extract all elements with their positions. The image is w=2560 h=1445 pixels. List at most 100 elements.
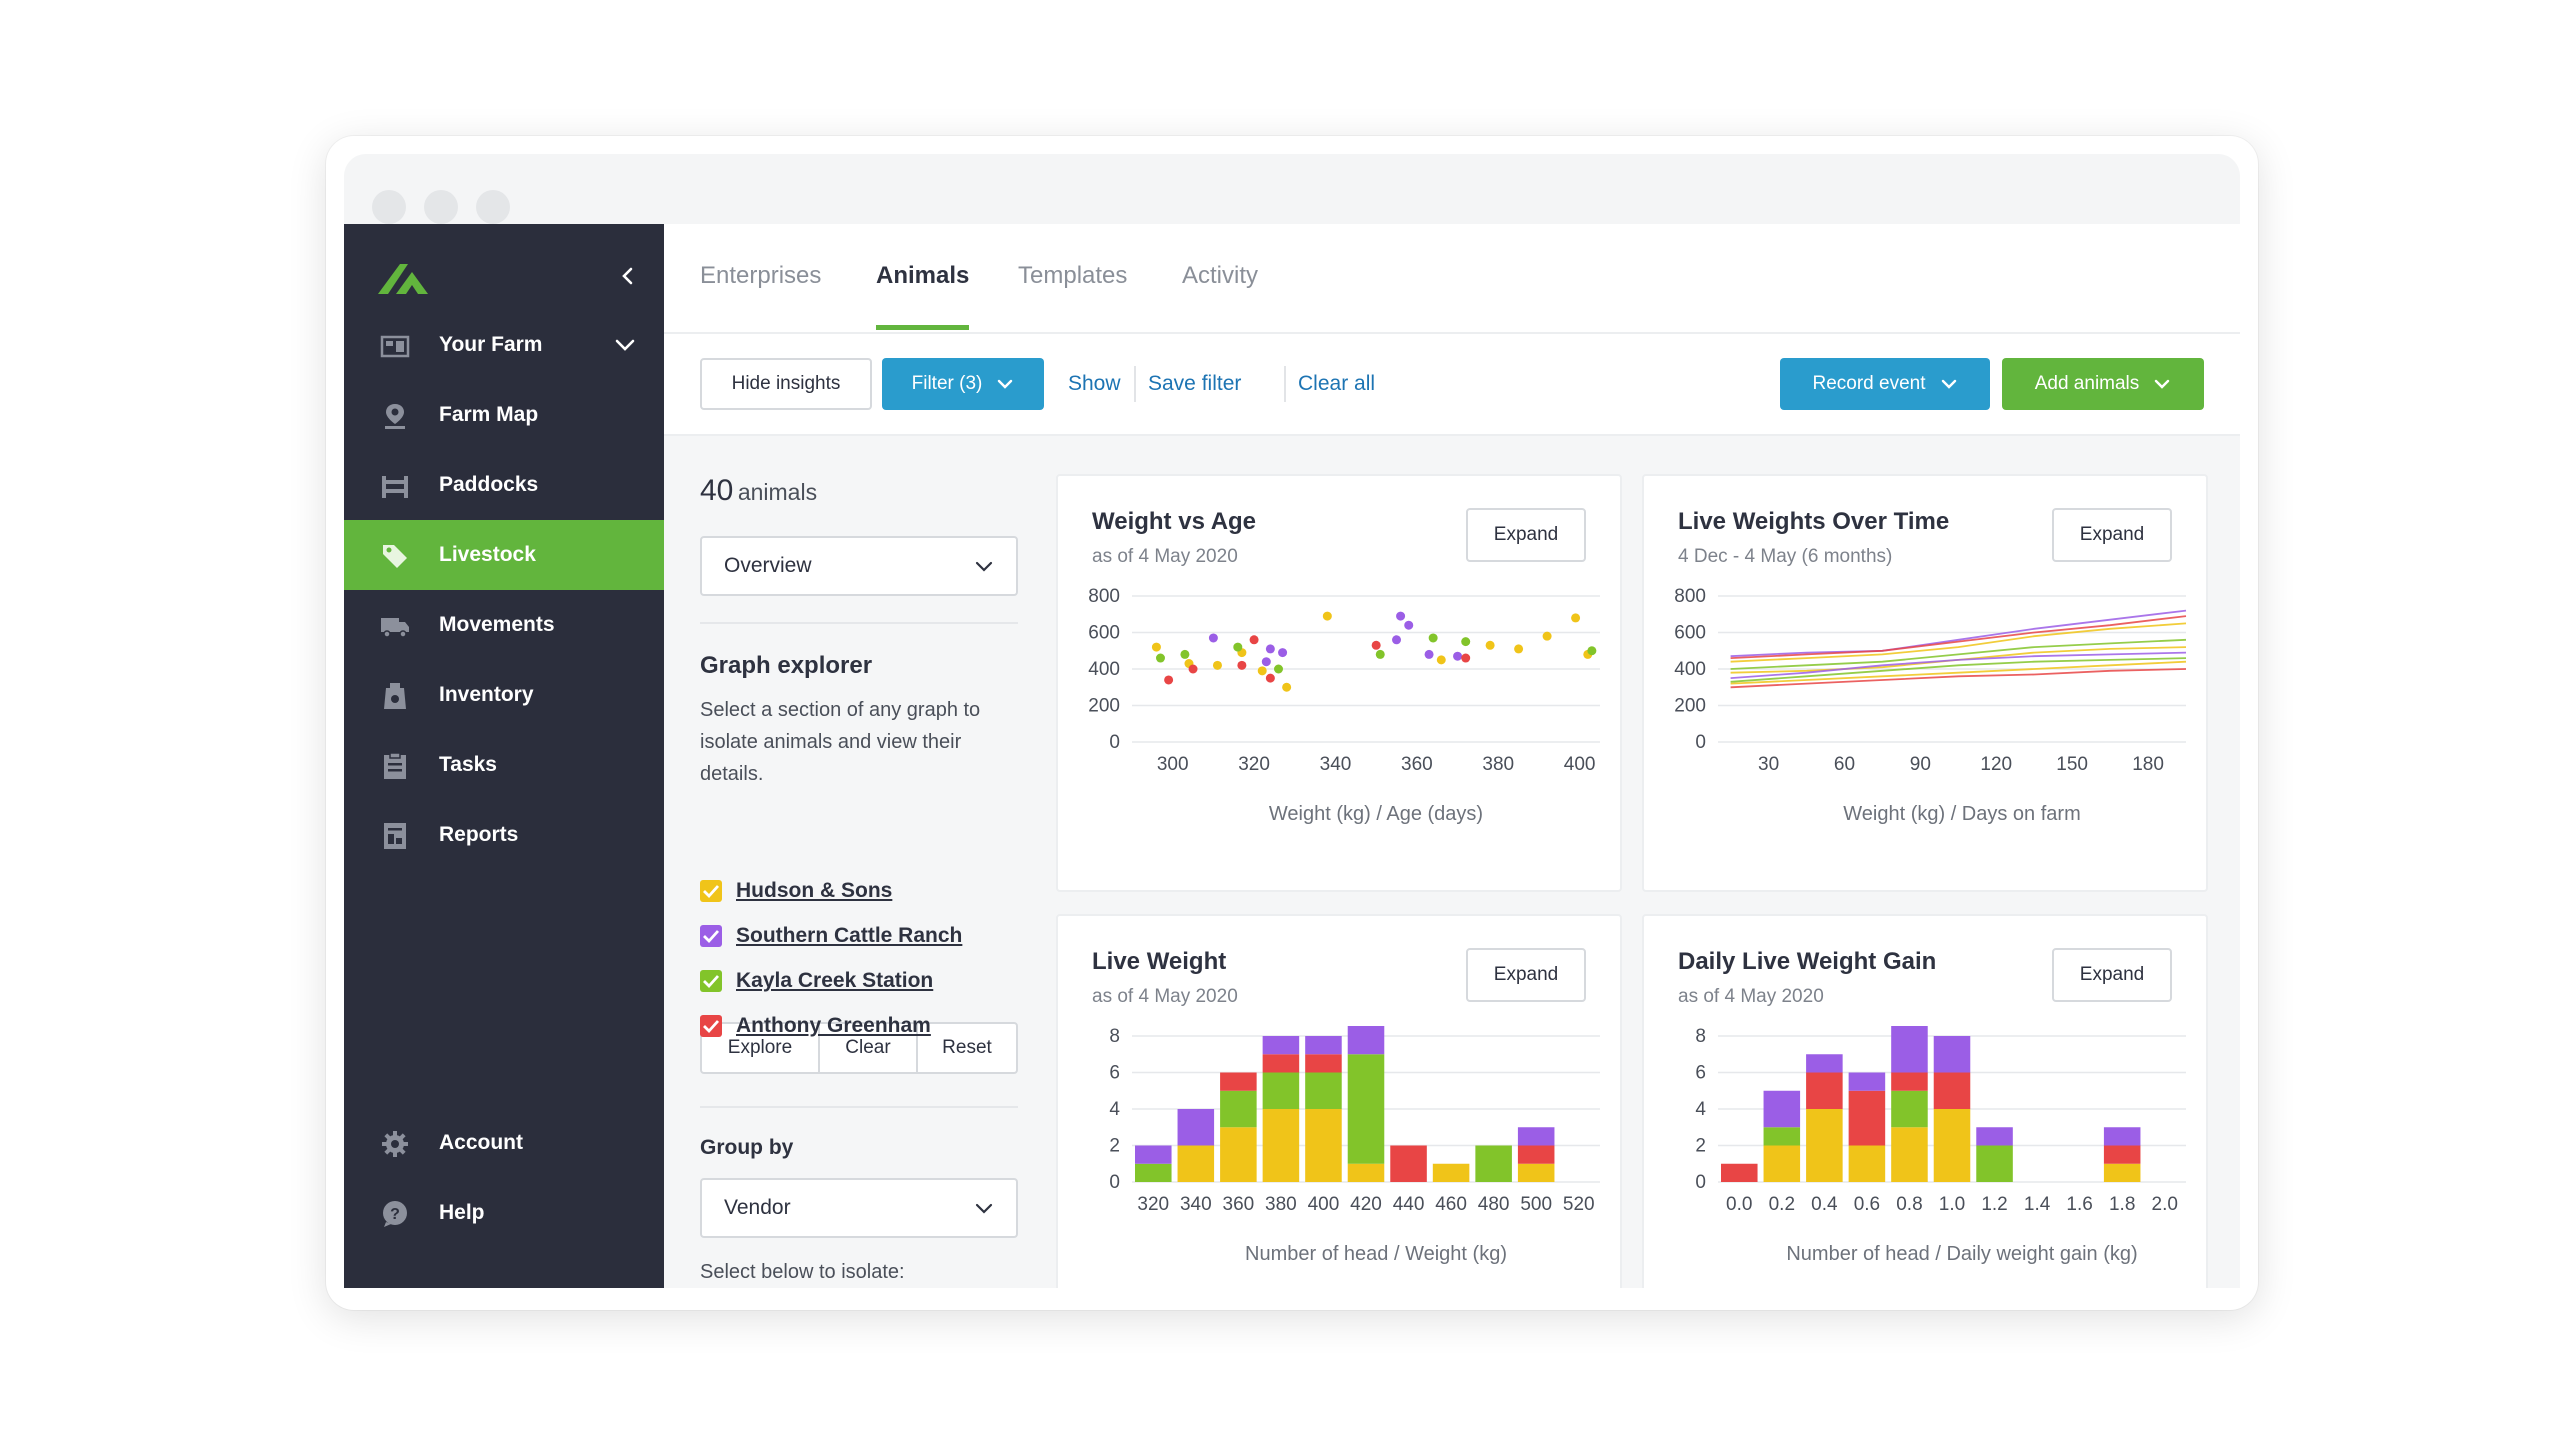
vendor-checkbox-southern-cattle-ranch[interactable]: Southern Cattle Ranch xyxy=(700,921,962,951)
graph-explorer-text: Select a section of any graph to isolate… xyxy=(700,699,981,785)
expand-button[interactable]: Expand xyxy=(1466,508,1586,562)
group-by-select[interactable]: Vendor xyxy=(700,1178,1018,1238)
hide-insights-button[interactable]: Hide insights xyxy=(700,358,872,410)
expand-button[interactable]: Expand xyxy=(2052,508,2172,562)
x-tick-label: 360 xyxy=(1401,754,1433,775)
daily-live-weight-gain-card: Daily Live Weight Gain as of 4 May 2020 … xyxy=(1642,914,2208,1288)
graph-explorer-title: Graph explorer xyxy=(700,652,873,679)
expand-label: Expand xyxy=(1493,964,1559,985)
sidebar-item-your-farm[interactable]: Your Farm xyxy=(344,310,664,380)
scatter-point xyxy=(1151,642,1161,652)
expand-button[interactable]: Expand xyxy=(1466,948,1586,1002)
scatter-point xyxy=(1371,640,1381,650)
y-tick-label: 600 xyxy=(1088,623,1120,644)
sidebar-item-label: Tasks xyxy=(439,753,497,776)
x-tick-label: 320 xyxy=(1137,1194,1169,1215)
view-select-value: Overview xyxy=(724,554,812,577)
tab-templates[interactable]: Templates xyxy=(1018,262,1128,289)
chevron-down-icon[interactable] xyxy=(614,336,636,354)
bar-segment xyxy=(2103,1127,2141,1146)
scatter-point xyxy=(1461,653,1471,663)
scatter-point xyxy=(1208,633,1218,643)
filter-button[interactable]: Filter (3) xyxy=(882,358,1044,410)
x-tick-label: 1.4 xyxy=(2024,1194,2051,1215)
sidebar-item-label: Movements xyxy=(439,613,555,636)
scatter-point xyxy=(1278,648,1288,658)
scatter-point xyxy=(1257,666,1267,676)
card-title: Daily Live Weight Gain xyxy=(1678,948,1937,975)
sidebar-item-help[interactable]: ? Help xyxy=(344,1178,664,1248)
series-line xyxy=(1730,638,2187,670)
window-maximize-dot[interactable] xyxy=(476,190,510,224)
chevron-down-icon xyxy=(975,561,993,572)
chevron-down-icon xyxy=(1941,379,1956,389)
scatter-point xyxy=(1155,653,1165,663)
daily-live-weight-gain-chart[interactable]: 0 2 4 6 8 0.0 0.2 0.4 0.6 0.8 1.0 1.2 1.4 1.6 1.8 2.0 Nu… xyxy=(1644,1026,2208,1288)
explore-label: Explore xyxy=(727,1037,793,1058)
scatter-point xyxy=(1322,611,1332,621)
bar-segment xyxy=(1262,1109,1300,1182)
sidebar-item-farm-map[interactable]: Farm Map xyxy=(344,380,664,450)
bar-segment xyxy=(1806,1072,1843,1109)
weight-vs-age-chart[interactable]: 0 200 400 600 800 300 320 340 360 380 400 Weight (k… xyxy=(1058,586,1622,886)
isolate-text: Select below to isolate: xyxy=(700,1261,905,1283)
scatter-point xyxy=(1396,611,1406,621)
bar-segment xyxy=(1305,1109,1342,1182)
bar-segment xyxy=(1220,1090,1257,1128)
checkbox[interactable] xyxy=(700,970,722,992)
checkbox[interactable] xyxy=(700,1015,722,1037)
tab-animals[interactable]: Animals xyxy=(876,262,970,289)
vendor-checkbox-kayla-creek-station[interactable]: Kayla Creek Station xyxy=(700,966,933,996)
bar-segment xyxy=(2103,1145,2141,1164)
live-weights-over-time-chart[interactable]: 0 200 400 600 800 30 60 90 120 150 180 Weight (kg) … xyxy=(1644,586,2208,886)
save-filter-link[interactable]: Save filter xyxy=(1148,372,1242,395)
y-tick-label: 0 xyxy=(1109,1172,1120,1193)
x-tick-label: 30 xyxy=(1758,754,1779,775)
sidebar-item-paddocks[interactable]: Paddocks xyxy=(344,450,664,520)
y-tick-label: 8 xyxy=(1695,1026,1706,1047)
x-tick-label: 1.0 xyxy=(1939,1194,1965,1215)
sidebar-item-livestock[interactable]: Livestock xyxy=(344,520,664,590)
sidebar-item-account[interactable]: Account xyxy=(344,1108,664,1178)
show-link[interactable]: Show xyxy=(1068,372,1121,395)
tab-activity[interactable]: Activity xyxy=(1182,262,1259,289)
card-subtitle: 4 Dec - 4 May (6 months) xyxy=(1678,546,1893,567)
collapse-sidebar-icon[interactable] xyxy=(614,262,642,290)
add-animals-button[interactable]: Add animals xyxy=(2002,358,2204,410)
app-logo[interactable] xyxy=(378,264,434,298)
scatter-point xyxy=(1587,646,1597,656)
view-select[interactable]: Overview xyxy=(700,536,1018,596)
record-event-button[interactable]: Record event xyxy=(1780,358,1990,410)
bar-segment xyxy=(1347,1026,1385,1055)
checkbox[interactable] xyxy=(700,880,722,902)
scatter-point xyxy=(1428,633,1438,643)
sidebar-item-tasks[interactable]: Tasks xyxy=(344,730,664,800)
toolbar xyxy=(664,334,2240,436)
reset-button[interactable]: Reset xyxy=(916,1022,1018,1074)
vendor-label: Hudson & Sons xyxy=(736,879,893,902)
scatter-point xyxy=(1392,635,1402,645)
sidebar-item-reports[interactable]: Reports xyxy=(344,800,664,870)
clear-all-link[interactable]: Clear all xyxy=(1298,372,1376,395)
scatter-point xyxy=(1274,664,1284,674)
x-tick-label: 0.6 xyxy=(1854,1194,1880,1215)
sidebar-item-movements[interactable]: Movements xyxy=(344,590,664,660)
bar-segment xyxy=(1933,1109,1971,1182)
expand-button[interactable]: Expand xyxy=(2052,948,2172,1002)
live-weight-chart[interactable]: 0 2 4 6 8 320 340 360 380 400 420 440 460 480 500 520 Nu… xyxy=(1058,1026,1622,1288)
vendor-checkbox-anthony-greenham[interactable]: Anthony Greenham xyxy=(700,1011,931,1041)
window-close-dot[interactable] xyxy=(372,190,406,224)
window-minimize-dot[interactable] xyxy=(424,190,458,224)
checkbox[interactable] xyxy=(700,925,722,947)
bar-segment xyxy=(1432,1163,1470,1182)
sidebar-item-inventory[interactable]: Inventory xyxy=(344,660,664,730)
bar-segment xyxy=(1347,1054,1385,1164)
animal-count-label: animals xyxy=(737,479,818,505)
scatter-point xyxy=(1188,664,1198,674)
vendor-checkbox-hudson-sons[interactable]: Hudson & Sons xyxy=(700,876,892,906)
bar-segment xyxy=(2103,1163,2141,1182)
bar-segment xyxy=(1976,1127,2013,1146)
tab-enterprises[interactable]: Enterprises xyxy=(700,262,822,289)
y-tick-label: 200 xyxy=(1088,696,1120,717)
x-tick-label: 180 xyxy=(2132,754,2164,775)
